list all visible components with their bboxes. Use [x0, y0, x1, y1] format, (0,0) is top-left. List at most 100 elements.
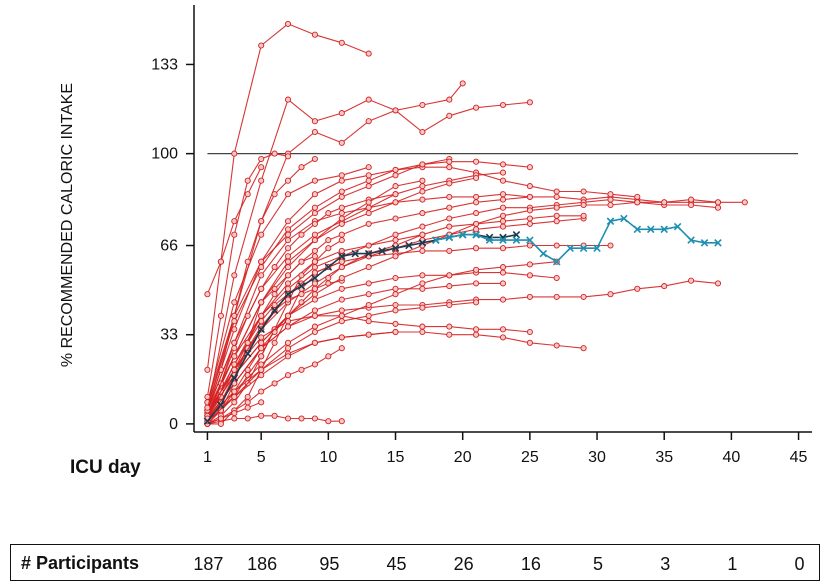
mean-series-late-point: [458, 230, 467, 239]
participants-table: # Participants 187 186 95 45 26 16 5 3 1 0: [10, 544, 820, 581]
series-point: [446, 331, 453, 338]
series-point: [365, 183, 372, 190]
series-point: [231, 218, 238, 225]
series-point: [365, 242, 372, 249]
participant-count: 1: [727, 554, 738, 574]
series-point: [244, 258, 251, 265]
series-point: [338, 274, 345, 282]
series-point: [284, 415, 292, 422]
series-point: [284, 231, 292, 238]
series-point: [526, 183, 533, 190]
mean-series-late-point: [499, 236, 507, 244]
series-point: [311, 220, 318, 227]
series-point: [244, 312, 251, 319]
series-point: [284, 323, 292, 330]
participant-count: 187: [193, 554, 224, 574]
series-point: [284, 339, 292, 346]
series-point: [284, 353, 292, 360]
series-point: [217, 258, 224, 265]
series-point: [284, 191, 292, 198]
series-point: [284, 312, 292, 319]
mean-series-early-point: [311, 274, 319, 282]
series-point: [311, 247, 318, 254]
series-point: [338, 220, 345, 227]
series-point: [217, 407, 224, 414]
series-point: [419, 177, 426, 184]
series-point: [365, 318, 372, 325]
series-point: [607, 201, 614, 209]
series-point: [311, 328, 318, 336]
mean-series-early-point: [270, 306, 279, 315]
series-point: [526, 339, 533, 346]
series-point: [338, 285, 345, 292]
series-point: [338, 193, 345, 200]
series-point: [553, 242, 560, 249]
series-point: [231, 318, 238, 325]
series-point: [446, 180, 453, 187]
series-point: [284, 20, 292, 27]
series-point: [499, 296, 507, 303]
series-line: [206, 280, 719, 419]
series-point: [338, 334, 345, 341]
series-point: [284, 272, 292, 279]
series-point: [419, 188, 426, 195]
series-point: [258, 339, 265, 346]
series-point: [473, 245, 480, 252]
series-point: [311, 128, 318, 136]
series-point: [553, 218, 560, 225]
series-point: [258, 334, 265, 341]
series-point: [446, 158, 453, 165]
series-point: [634, 193, 641, 200]
series-point: [499, 212, 507, 219]
mean-series-early-point: [338, 252, 346, 261]
mean-series-late-point: [633, 225, 642, 234]
series-point: [204, 291, 211, 298]
series-point: [244, 404, 251, 411]
series-point: [365, 291, 372, 298]
series-point: [446, 193, 453, 200]
series-point: [338, 258, 345, 265]
series-point: [392, 328, 399, 336]
series-line: [207, 261, 557, 419]
series-point: [298, 366, 305, 373]
series-point: [338, 318, 345, 325]
series-point: [325, 353, 332, 360]
series-point: [338, 231, 345, 238]
series-line: [206, 23, 369, 370]
series-point: [392, 320, 399, 327]
series-point: [365, 210, 372, 217]
series-point: [258, 388, 265, 395]
series-line: [207, 215, 584, 425]
series-point: [325, 274, 332, 282]
series-point: [419, 210, 426, 217]
series-point: [419, 280, 426, 287]
series-point: [231, 231, 238, 238]
series-point: [607, 242, 614, 249]
series-point: [311, 177, 318, 184]
mean-series-late-point: [660, 225, 668, 234]
series-point: [473, 174, 480, 182]
series-point: [446, 323, 453, 330]
series-point: [446, 96, 453, 103]
series-point: [284, 96, 292, 103]
y-axis-title: % RECOMMENDED CALORIC INTAKE: [59, 83, 76, 367]
series-point: [338, 312, 345, 319]
series-point: [473, 326, 480, 333]
series-point: [634, 285, 641, 292]
series-point: [284, 218, 292, 225]
mean-series-late-point: [485, 236, 494, 244]
mean-series-late-point: [552, 257, 561, 266]
series-point: [338, 210, 345, 217]
series-point: [258, 272, 265, 279]
series-point: [271, 380, 278, 387]
series-point: [392, 215, 399, 222]
mean-series-early-point: [405, 241, 413, 250]
series-point: [580, 345, 587, 352]
series-point: [258, 155, 265, 163]
x-tick-label: 1: [203, 449, 212, 466]
series-point: [258, 412, 265, 419]
series-point: [392, 199, 399, 206]
series-point: [419, 223, 426, 230]
series-point: [392, 172, 399, 179]
